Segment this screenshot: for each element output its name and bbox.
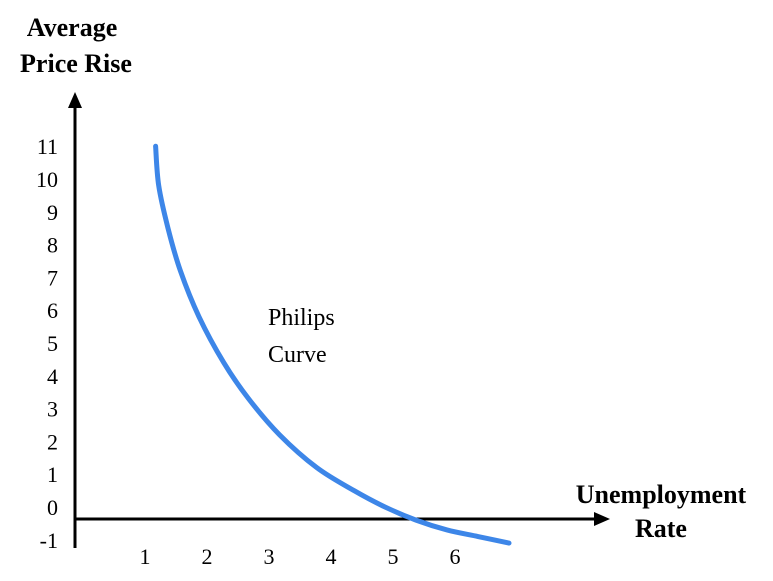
y-tick-label: 1 — [47, 462, 58, 487]
x-tick-label: 5 — [388, 544, 399, 569]
x-axis-title: Unemployment Rate — [576, 480, 747, 543]
x-axis-title-line-1: Unemployment — [576, 480, 747, 509]
y-tick-label: 2 — [47, 429, 58, 454]
y-tick-label: 10 — [36, 167, 58, 192]
x-axis-arrow — [594, 512, 610, 526]
y-tick-label: 6 — [47, 298, 58, 323]
x-tick-label: 6 — [450, 544, 461, 569]
y-tick-label: 3 — [47, 397, 58, 422]
curve-annotation-line-1: Philips — [268, 305, 335, 331]
x-axis-title-line-2: Rate — [635, 514, 687, 543]
x-tick-label: 3 — [264, 544, 275, 569]
y-tick-label: 7 — [47, 265, 58, 290]
curve-annotation: Philips Curve — [268, 305, 335, 368]
y-tick-label: 0 — [47, 495, 58, 520]
series-line — [153, 143, 512, 546]
y-axis-arrow — [68, 92, 82, 108]
y-tick-label: 11 — [37, 134, 58, 159]
y-tick-label: 5 — [47, 331, 58, 356]
y-tick-label: 4 — [47, 364, 58, 389]
y-axis-title-line-2: Price Rise — [20, 49, 132, 78]
x-tick-label: 4 — [326, 544, 337, 569]
y-tick-label: 8 — [47, 233, 58, 258]
series-group — [153, 143, 512, 546]
x-tick-label: 2 — [202, 544, 213, 569]
y-tick-label: 9 — [47, 200, 58, 225]
y-tick-label: -1 — [40, 528, 58, 553]
x-tick-labels: 1 2 3 4 5 6 — [140, 544, 461, 569]
x-tick-label: 1 — [140, 544, 151, 569]
axes — [68, 92, 610, 548]
curve-annotation-line-2: Curve — [268, 342, 327, 368]
y-axis-title-line-1: Average — [27, 13, 117, 42]
y-axis-title: Average Price Rise — [20, 13, 132, 78]
y-tick-labels: -1 0 1 2 3 4 5 6 7 8 9 10 11 — [36, 134, 58, 553]
